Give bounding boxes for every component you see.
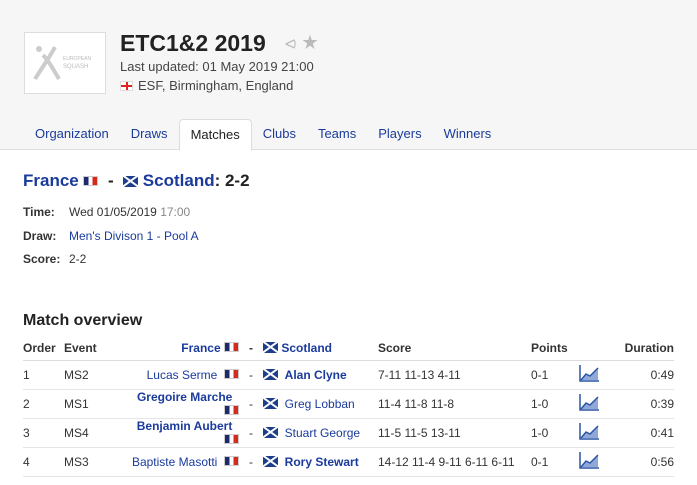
- separator: -: [239, 389, 263, 419]
- points: 1-0: [531, 389, 579, 419]
- table-row: 3 MS4 Benjamin Aubert - Stuart George 11…: [23, 418, 674, 448]
- col-points: Points: [531, 336, 579, 361]
- table-row: 4 MS3 Baptiste Masotti - Rory Stewart 14…: [23, 447, 674, 477]
- col-duration: Duration: [619, 336, 674, 361]
- score-label: Score:: [23, 252, 61, 266]
- draw-link[interactable]: Men's Divison 1 - Pool A: [69, 229, 199, 243]
- chart-icon[interactable]: [579, 364, 600, 385]
- points: 0-1: [531, 447, 579, 477]
- player2-link[interactable]: Rory Stewart: [284, 454, 359, 469]
- event: MS1: [64, 389, 124, 419]
- player1-link[interactable]: Baptiste Masotti: [131, 454, 218, 469]
- tab-draws[interactable]: Draws: [130, 126, 168, 141]
- tournament-header: EUROPEAN SQUASH ETC1&2 2019 ⪦ ★ Last upda…: [0, 0, 697, 151]
- scotland-flag-icon: [263, 426, 278, 438]
- tab-clubs[interactable]: Clubs: [262, 126, 296, 141]
- tournament-logo: EUROPEAN SQUASH: [24, 32, 106, 94]
- separator: -: [239, 418, 263, 448]
- player2-link[interactable]: Greg Lobban: [284, 396, 355, 411]
- player2-link[interactable]: Alan Clyne: [284, 367, 347, 382]
- scotland-flag-icon: [263, 397, 278, 409]
- col-score: Score: [378, 336, 531, 361]
- tab-teams[interactable]: Teams: [317, 126, 357, 141]
- team2-header-link[interactable]: Scotland: [281, 340, 333, 355]
- tab-matches[interactable]: Matches: [178, 119, 252, 151]
- score: 11-4 11-8 11-8: [378, 389, 531, 419]
- tab-players[interactable]: Players: [378, 126, 422, 141]
- points: 0-1: [531, 360, 579, 390]
- table-row: 2 MS1 Gregoire Marche - Greg Lobban 11-4…: [23, 389, 674, 419]
- event: MS2: [64, 360, 124, 390]
- france-flag-icon: [224, 368, 239, 379]
- col-team1: France: [124, 336, 239, 361]
- location: ESF, Birmingham, England: [120, 78, 293, 93]
- scotland-flag-icon: [263, 341, 278, 353]
- table-row: 1 MS2 Lucas Serme - Alan Clyne 7-11 11-1…: [23, 360, 674, 390]
- match-overview-heading: Match overview: [23, 312, 143, 329]
- match-date: Wed 01/05/2019: [69, 205, 157, 219]
- time-row: Time: Wed 01/05/2019 17:00: [23, 205, 190, 219]
- england-flag-icon: [120, 81, 133, 91]
- tab-organization[interactable]: Organization: [35, 126, 109, 141]
- scotland-flag-icon: [263, 368, 278, 380]
- tournament-title: ETC1&2 2019: [120, 30, 266, 56]
- separator: -: [107, 171, 114, 190]
- time-label: Time:: [23, 205, 55, 219]
- score: 14-12 11-4 9-11 6-11 6-11: [378, 447, 531, 477]
- match-title: France - Scotland: 2-2: [23, 171, 250, 191]
- france-flag-icon: [224, 341, 239, 352]
- france-flag-icon: [224, 433, 239, 444]
- score-value: 2-2: [69, 252, 87, 266]
- draw-label: Draw:: [23, 229, 57, 243]
- order: 4: [23, 447, 64, 477]
- tab-bar: Organization Draws Matches Clubs Teams P…: [24, 119, 502, 151]
- scotland-flag-icon: [263, 455, 278, 467]
- col-team2: Scotland: [263, 336, 378, 361]
- event: MS4: [64, 418, 124, 448]
- duration: 0:49: [619, 360, 674, 390]
- chart-icon[interactable]: [579, 451, 600, 472]
- star-icon[interactable]: ★: [301, 32, 319, 54]
- chart-icon[interactable]: [579, 393, 600, 414]
- points: 1-0: [531, 418, 579, 448]
- duration: 0:41: [619, 418, 674, 448]
- player2-link[interactable]: Stuart George: [284, 425, 361, 440]
- order: 3: [23, 418, 64, 448]
- col-order: Order: [23, 336, 64, 361]
- match-score: : 2-2: [214, 171, 250, 190]
- france-flag-icon: [224, 404, 239, 415]
- col-event: Event: [64, 336, 124, 361]
- chart-icon[interactable]: [579, 422, 600, 443]
- last-updated: Last updated: 01 May 2019 21:00: [120, 59, 314, 74]
- france-flag-icon: [224, 455, 239, 466]
- share-icon[interactable]: ⪦: [285, 32, 297, 54]
- match-time: 17:00: [160, 205, 191, 219]
- separator: -: [239, 360, 263, 390]
- team1-link[interactable]: France: [23, 171, 79, 190]
- duration: 0:39: [619, 389, 674, 419]
- scotland-flag-icon: [123, 176, 139, 187]
- separator: -: [239, 447, 263, 477]
- order: 2: [23, 389, 64, 419]
- event: MS3: [64, 447, 124, 477]
- score-row: Score: 2-2: [23, 252, 86, 266]
- location-text: ESF, Birmingham, England: [138, 78, 294, 93]
- player1-link[interactable]: Gregoire Marche: [136, 389, 233, 404]
- score: 7-11 11-13 4-11: [378, 360, 531, 390]
- team1-header-link[interactable]: France: [181, 340, 221, 355]
- draw-row: Draw: Men's Divison 1 - Pool A: [23, 229, 199, 243]
- player1-link[interactable]: Lucas Serme: [146, 367, 218, 382]
- team2-link[interactable]: Scotland: [142, 171, 215, 190]
- player1-link[interactable]: Benjamin Aubert: [136, 418, 233, 433]
- match-overview-table: Order Event France - Scotland Score Poin…: [23, 336, 674, 477]
- svg-text:SQUASH: SQUASH: [63, 64, 88, 70]
- score: 11-5 11-5 13-11: [378, 418, 531, 448]
- france-flag-icon: [83, 176, 99, 186]
- tab-winners[interactable]: Winners: [443, 126, 492, 141]
- duration: 0:56: [619, 447, 674, 477]
- svg-text:EUROPEAN: EUROPEAN: [63, 56, 91, 62]
- order: 1: [23, 360, 64, 390]
